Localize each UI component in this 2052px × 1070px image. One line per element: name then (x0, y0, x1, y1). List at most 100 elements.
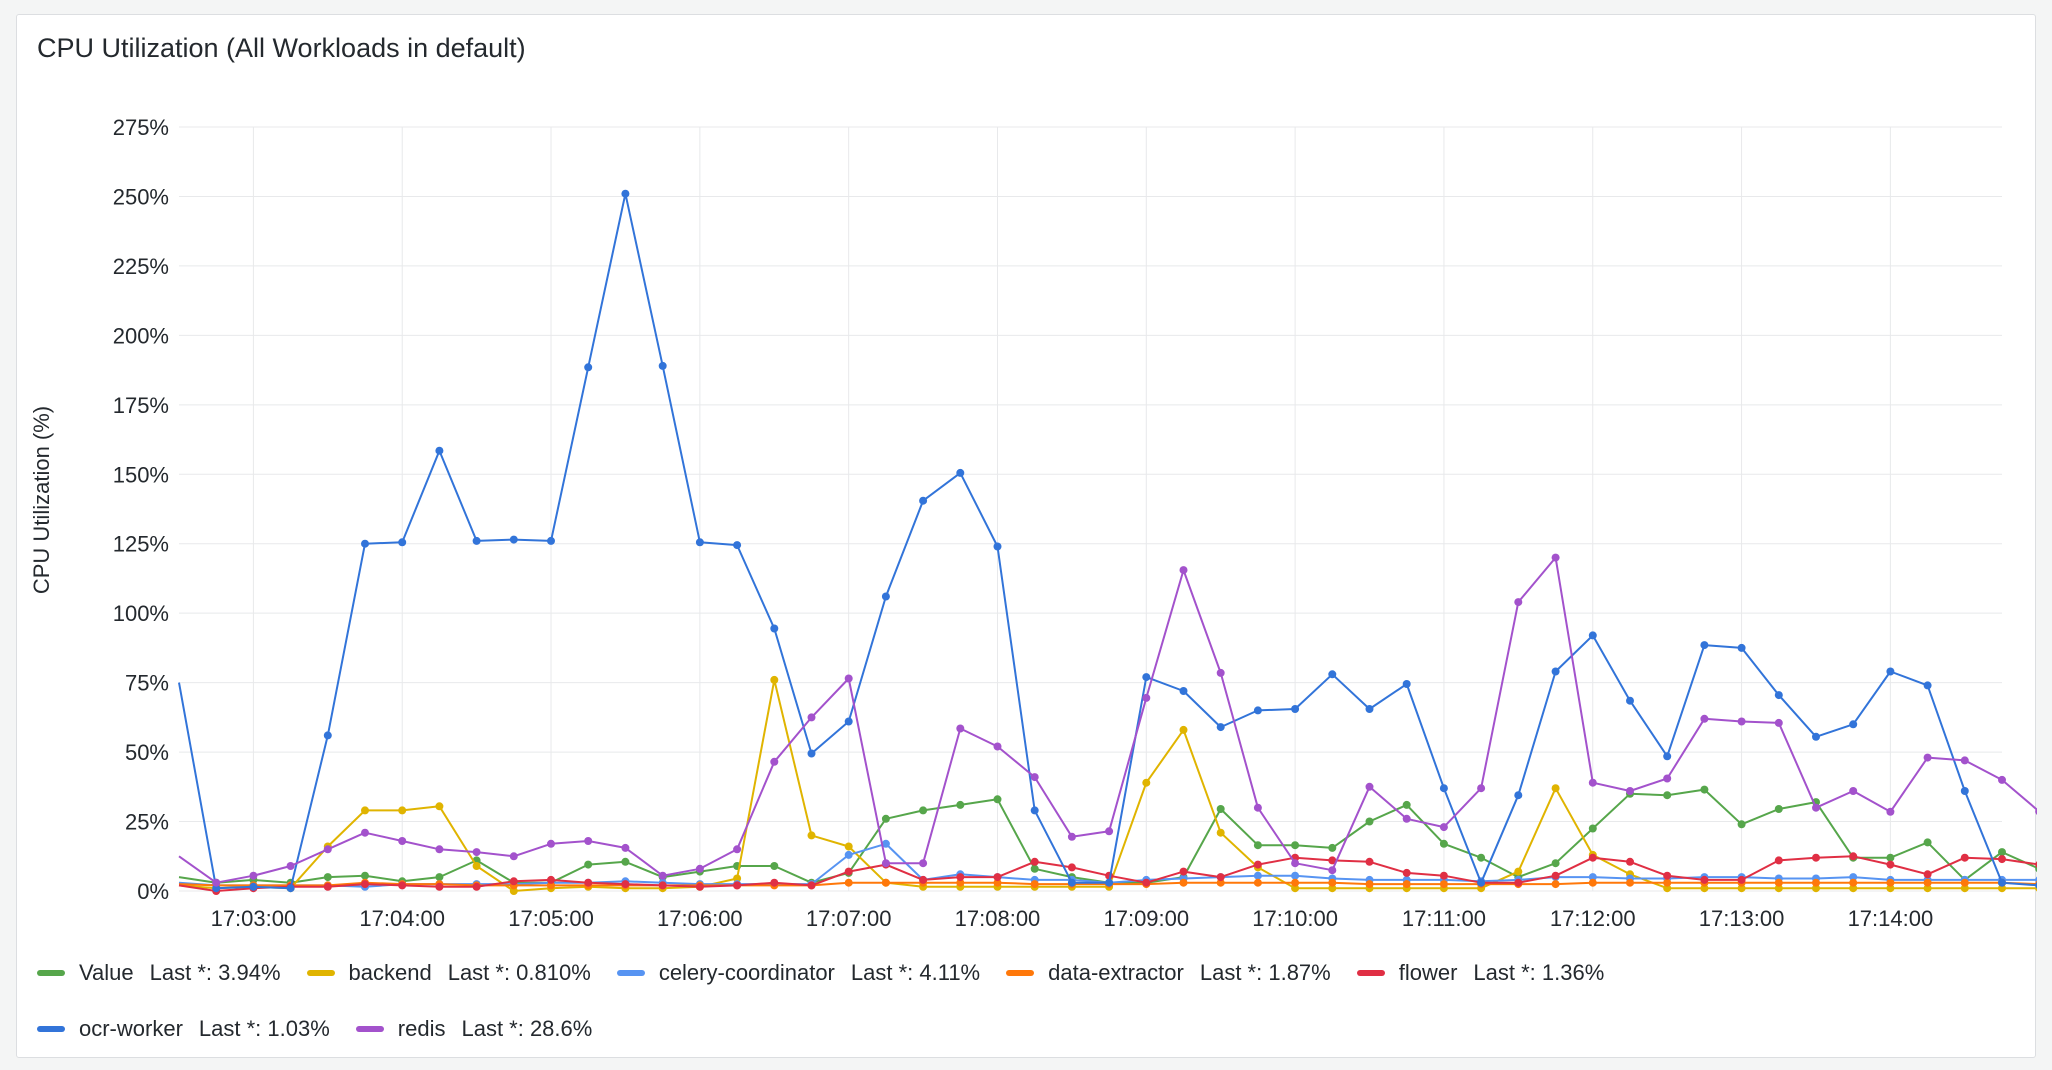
data-point[interactable] (1588, 878, 1597, 887)
data-point[interactable] (770, 624, 779, 633)
data-point[interactable] (323, 731, 332, 740)
data-point[interactable] (1923, 753, 1932, 762)
data-point[interactable] (621, 857, 630, 866)
data-point[interactable] (1365, 817, 1374, 826)
data-point[interactable] (1998, 884, 2006, 893)
data-point[interactable] (361, 828, 369, 837)
data-point[interactable] (1328, 843, 1337, 852)
data-point[interactable] (1402, 880, 1411, 889)
data-point[interactable] (1849, 884, 1858, 893)
data-point[interactable] (1142, 693, 1151, 702)
data-point[interactable] (733, 845, 742, 854)
data-point[interactable] (361, 871, 369, 880)
data-point[interactable] (323, 873, 332, 882)
data-point[interactable] (1626, 857, 1634, 866)
data-point[interactable] (1812, 732, 1820, 741)
data-point[interactable] (993, 873, 1002, 882)
data-point[interactable] (398, 881, 407, 890)
data-point[interactable] (1886, 807, 1895, 816)
legend-item[interactable]: redis Last *: 28.6% (355, 1011, 592, 1047)
data-point[interactable] (1105, 827, 1114, 836)
data-point[interactable] (807, 713, 816, 722)
data-point[interactable] (1774, 691, 1783, 700)
data-point[interactable] (695, 538, 704, 547)
data-point[interactable] (1365, 782, 1374, 791)
data-point[interactable] (1923, 884, 1932, 893)
data-point[interactable] (1067, 832, 1076, 841)
data-point[interactable] (1886, 853, 1895, 862)
data-point[interactable] (956, 468, 965, 477)
data-point[interactable] (1998, 878, 2006, 887)
data-point[interactable] (1551, 784, 1560, 793)
series-ocr-worker[interactable] (178, 189, 2037, 893)
series-line[interactable] (178, 881, 2037, 887)
data-point[interactable] (1626, 696, 1634, 705)
data-point[interactable] (844, 717, 853, 726)
series-line[interactable] (178, 192, 2037, 890)
data-point[interactable] (1291, 841, 1300, 850)
data-point[interactable] (472, 882, 481, 891)
data-point[interactable] (1737, 884, 1746, 893)
data-point[interactable] (1588, 824, 1597, 833)
data-point[interactable] (1663, 774, 1672, 783)
data-point[interactable] (435, 845, 444, 854)
data-point[interactable] (2035, 881, 2037, 889)
data-point[interactable] (1998, 775, 2006, 784)
data-point[interactable] (1960, 853, 1969, 862)
data-point[interactable] (1477, 878, 1486, 887)
data-point[interactable] (1067, 863, 1076, 872)
data-point[interactable] (695, 882, 704, 891)
data-point[interactable] (1253, 706, 1262, 715)
data-point[interactable] (361, 539, 369, 548)
data-point[interactable] (1886, 884, 1895, 893)
data-point[interactable] (1030, 773, 1039, 782)
data-point[interactable] (1179, 867, 1188, 876)
data-point[interactable] (1774, 856, 1783, 865)
data-point[interactable] (1030, 857, 1039, 866)
data-point[interactable] (398, 538, 407, 547)
data-point[interactable] (472, 848, 481, 857)
data-point[interactable] (1960, 787, 1969, 795)
data-point[interactable] (1588, 631, 1597, 640)
legend-item[interactable]: ocr-worker Last *: 1.03% (37, 1011, 330, 1047)
data-point[interactable] (547, 536, 555, 545)
data-point[interactable] (919, 859, 928, 868)
data-point[interactable] (1998, 848, 2006, 857)
data-point[interactable] (1886, 667, 1895, 676)
data-point[interactable] (1700, 884, 1709, 893)
data-point[interactable] (1439, 784, 1448, 793)
data-point[interactable] (1774, 884, 1783, 893)
data-point[interactable] (1179, 566, 1188, 575)
data-point[interactable] (807, 749, 816, 758)
data-point[interactable] (1514, 878, 1523, 887)
data-point[interactable] (695, 864, 704, 873)
data-point[interactable] (1291, 871, 1300, 880)
series-line[interactable] (178, 678, 2037, 892)
data-point[interactable] (1998, 855, 2006, 864)
data-point[interactable] (621, 880, 630, 889)
data-point[interactable] (844, 674, 853, 683)
data-point[interactable] (1960, 878, 1969, 887)
data-point[interactable] (919, 496, 928, 505)
data-point[interactable] (993, 742, 1002, 751)
legend-item[interactable]: data-extractor Last *: 1.87% (1006, 955, 1331, 991)
data-point[interactable] (547, 875, 555, 884)
data-point[interactable] (1551, 667, 1560, 676)
legend-item[interactable]: celery-coordinator Last *: 4.11% (616, 955, 980, 991)
data-point[interactable] (1626, 787, 1634, 795)
data-point[interactable] (1439, 823, 1448, 832)
data-point[interactable] (919, 875, 928, 884)
data-point[interactable] (1663, 791, 1672, 800)
data-point[interactable] (1663, 878, 1672, 887)
data-point[interactable] (1216, 873, 1225, 882)
data-point[interactable] (1253, 871, 1262, 880)
data-point[interactable] (1923, 681, 1932, 690)
data-point[interactable] (1105, 878, 1114, 887)
legend-item[interactable]: flower Last *: 1.36% (1356, 955, 1604, 991)
data-point[interactable] (435, 873, 444, 882)
data-point[interactable] (1179, 687, 1188, 695)
data-point[interactable] (807, 881, 816, 890)
data-point[interactable] (398, 837, 407, 845)
data-point[interactable] (1812, 884, 1820, 893)
data-point[interactable] (509, 535, 518, 544)
